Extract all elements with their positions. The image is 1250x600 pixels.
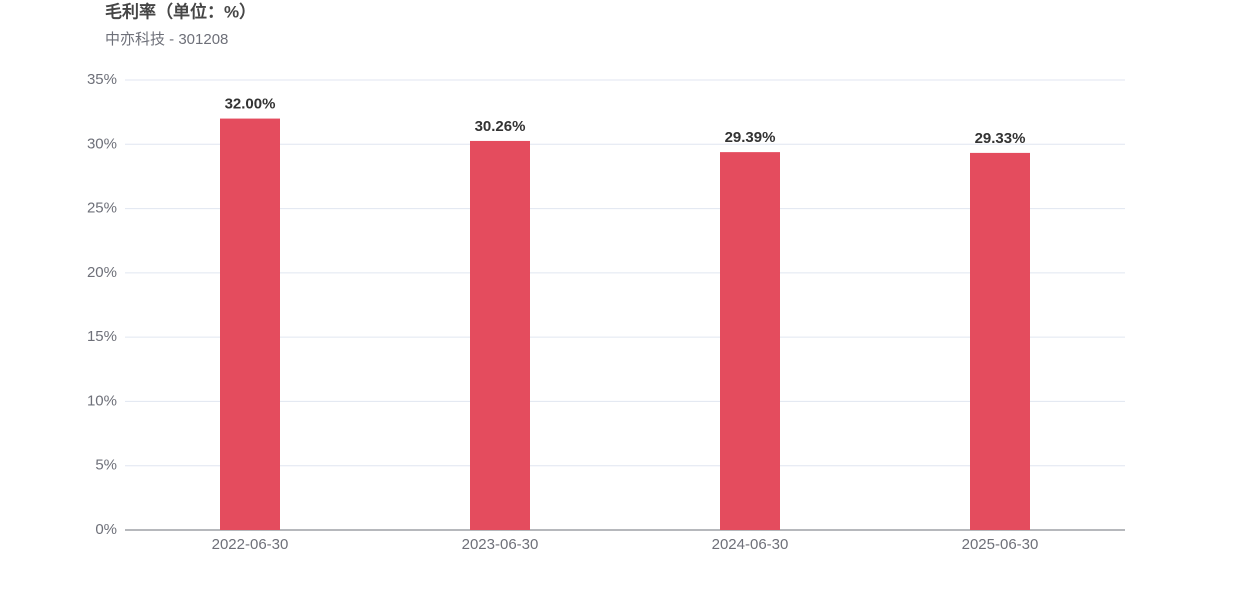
x-tick-label: 2024-06-30 xyxy=(712,536,789,553)
value-label: 32.00% xyxy=(225,96,276,113)
bar xyxy=(720,152,780,530)
x-tick-label: 2023-06-30 xyxy=(462,536,539,553)
x-tick-label: 2022-06-30 xyxy=(212,536,289,553)
y-tick-label: 25% xyxy=(87,200,117,217)
x-tick-label: 2025-06-30 xyxy=(962,536,1039,553)
y-tick-label: 5% xyxy=(95,457,117,474)
y-tick-label: 10% xyxy=(87,392,117,409)
bar xyxy=(220,118,280,531)
chart-subtitle: 中亦科技 - 301208 xyxy=(105,31,228,48)
y-tick-label: 0% xyxy=(95,521,117,538)
value-label: 29.33% xyxy=(975,130,1026,147)
bar xyxy=(470,140,530,530)
y-tick-label: 30% xyxy=(87,135,117,152)
y-tick-label: 20% xyxy=(87,264,117,281)
bar xyxy=(970,152,1030,530)
y-tick-label: 35% xyxy=(87,71,117,88)
value-label: 30.26% xyxy=(475,118,526,135)
chart-title: 毛利率（单位：%） xyxy=(105,1,256,21)
y-tick-label: 15% xyxy=(87,328,117,345)
value-label: 29.39% xyxy=(725,129,776,146)
